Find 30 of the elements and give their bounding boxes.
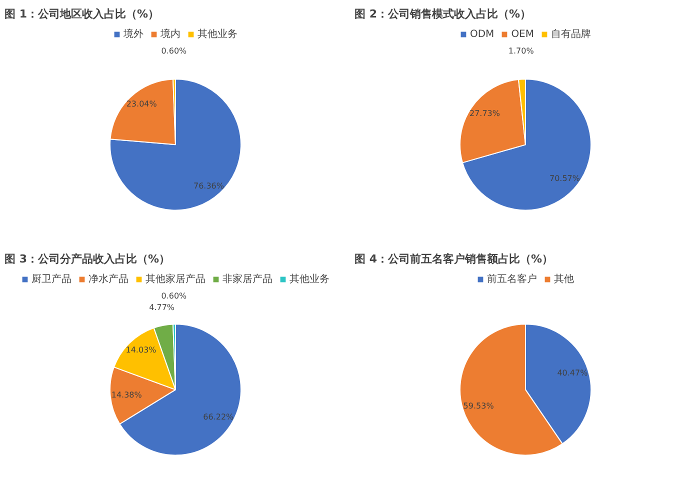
data-label: 4.77% <box>149 303 175 312</box>
legend-label: 境内 <box>160 28 180 41</box>
legend-label: ODM <box>470 28 494 40</box>
legend-label: 其他业务 <box>198 28 238 41</box>
data-label: 66.22% <box>203 412 234 422</box>
legend-label: 净水产品 <box>88 272 128 286</box>
chart-title: 图 1：公司地区收入占比（%） <box>4 8 160 20</box>
legend-label: 自有品牌 <box>551 28 592 41</box>
legend-label: 前五名客户 <box>487 272 537 286</box>
data-label: 14.38% <box>111 390 142 400</box>
legend-label: 其他业务 <box>290 272 330 286</box>
data-label: 76.36% <box>193 181 224 190</box>
data-label: 0.60% <box>161 291 188 300</box>
legend-label: OEM <box>511 28 534 40</box>
legend-label: 厨卫产品 <box>32 272 72 286</box>
data-label: 27.73% <box>469 108 500 118</box>
data-label: 23.04% <box>126 100 158 109</box>
data-label: 0.60% <box>161 46 188 56</box>
chart-title: 图 2：公司销售模式收入占比（%） <box>354 8 532 20</box>
legend-label: 其他家居产品 <box>146 272 206 286</box>
data-label: 59.53% <box>463 402 494 411</box>
data-label: 70.57% <box>549 174 580 183</box>
legend-label: 境外 <box>124 28 144 41</box>
legend-label: 非家居产品 <box>222 272 272 286</box>
legend-label: 其他 <box>554 272 574 286</box>
chart-title: 图 4：公司前五名客户销售额占比（%） <box>354 252 554 266</box>
data-label: 40.47% <box>557 368 588 378</box>
chart-title: 图 3：公司分产品收入占比（%） <box>4 252 170 266</box>
data-label: 1.70% <box>508 46 534 56</box>
data-label: 14.03% <box>126 345 157 354</box>
